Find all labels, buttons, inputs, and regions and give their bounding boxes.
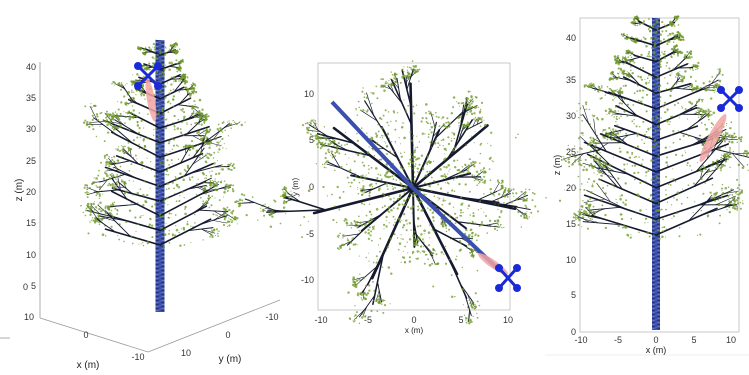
panel-top-x-tick: 10 [503, 315, 513, 325]
panel-top-y-tick: -5 [306, 229, 314, 239]
panel-top-x-tick: -5 [364, 315, 372, 325]
panel-3d-z-ticks: 0 5 10 15 20 25 30 35 40 [23, 62, 36, 292]
panel-3d-z-tick: 35 [26, 93, 36, 103]
panel-3d-y-tick: 10 [181, 348, 191, 358]
panel-top-y-tick: -10 [301, 275, 314, 285]
panel-3d-z-tick: 20 [26, 187, 36, 197]
panel-top-tree [234, 60, 547, 325]
panel-side-x-tick: -10 [574, 335, 587, 345]
panel-3d-y-label: y (m) [219, 354, 242, 365]
panel-side-x-label: x (m) [646, 345, 667, 355]
panel-3d-x-tick: -10 [131, 352, 144, 362]
panel-side-x-tick: 5 [691, 335, 696, 345]
panel-side-z-tick: 10 [566, 255, 576, 265]
panel-side-x-tick: 0 [653, 335, 658, 345]
panel-side-x-tick: 10 [726, 335, 736, 345]
panel-3d-x-tick: 0 [83, 330, 88, 340]
panel-top-x-label: x (m) [405, 326, 424, 335]
panel-top-y-label: y (m) [291, 178, 300, 197]
panel-top: -10 -5 0 5 10 x (m) 10 5 0 -5 -10 y (m) [234, 60, 547, 335]
panel-side-tree [558, 15, 749, 330]
panel-3d-marker-icon [134, 62, 162, 90]
panel-top-y-ticks: 10 5 0 -5 -10 [301, 89, 314, 285]
panel-side-z-tick: 20 [566, 183, 576, 193]
panel-3d-z-tick: 25 [26, 156, 36, 166]
panel-3d-x-label: x (m) [77, 360, 100, 371]
panel-top-y-tick: 10 [304, 89, 314, 99]
panel-3d-beam [145, 78, 157, 122]
panel-top-x-tick: 5 [458, 315, 463, 325]
panel-side: 0 5 10 15 20 25 30 35 40 z (m) -10 -5 0 … [545, 15, 749, 356]
panel-3d-y-tick: 0 [225, 330, 230, 340]
panel-side-z-tick: 25 [566, 147, 576, 157]
panel-3d-tree [80, 39, 246, 312]
panel-top-marker-icon [495, 264, 521, 292]
panel-side-z-tick: 0 [571, 327, 576, 337]
panel-side-z-ticks: 0 5 10 15 20 25 30 35 40 [566, 33, 576, 337]
panel-top-y-tick: 5 [309, 135, 314, 145]
panel-3d-z-tick: 0 [23, 282, 28, 292]
panel-top-x-ticks: -10 -5 0 5 10 [314, 315, 513, 325]
panel-side-marker-icon [717, 86, 743, 112]
panel-3d-y-tick: -10 [265, 312, 278, 322]
panel-3d-x-tick: 10 [24, 312, 34, 322]
panel-side-z-tick: 5 [571, 290, 576, 300]
panel-top-x-tick: -10 [314, 315, 327, 325]
panel-side-z-tick: 35 [566, 75, 576, 85]
panel-3d-z-tick: 15 [26, 218, 36, 228]
panel-side-z-tick: 30 [566, 111, 576, 121]
panel-side-x-tick: -5 [614, 335, 622, 345]
panel-side-z-label: z (m) [552, 155, 562, 176]
panel-side-beam [699, 114, 727, 162]
panel-3d: 0 5 10 15 20 25 30 35 40 z (m) 10 0 -10 … [0, 39, 281, 371]
panel-side-z-tick: 40 [566, 33, 576, 43]
panel-top-x-tick: 0 [411, 315, 416, 325]
panel-3d-z-tick: 10 [26, 250, 36, 260]
panel-side-z-tick: 15 [566, 219, 576, 229]
panel-3d-z-tick: 5 [31, 281, 36, 291]
panel-3d-z-label: z (m) [14, 179, 25, 202]
panel-3d-z-tick: 40 [26, 62, 36, 72]
panel-3d-z-tick: 30 [26, 124, 36, 134]
panel-top-y-tick: 0 [309, 182, 314, 192]
panel-side-x-ticks: -10 -5 0 5 10 [574, 335, 736, 345]
